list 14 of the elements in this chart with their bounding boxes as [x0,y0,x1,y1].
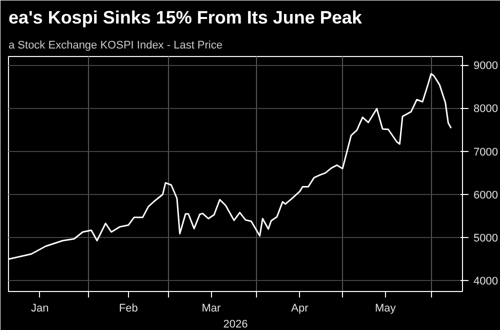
chart-title: ea's Kospi Sinks 15% From Its June Peak [8,8,363,28]
chart-subtitle: a Stock Exchange KOSPI Index - Last Price [8,40,222,52]
x-tick-label: Mar [202,302,222,314]
x-tick-label: May [375,302,396,314]
x-axis-title: 2026 [223,318,248,330]
y-tick-label: 6000 [474,189,498,202]
y-tick-label: 5000 [474,232,498,245]
x-tick-label: Apr [291,302,309,314]
y-tick-label: 8000 [474,103,498,116]
x-tick-label: Jan [31,302,49,314]
x-tick-label: Feb [118,302,138,314]
y-tick-label: 7000 [474,146,498,158]
y-tick-label: 4000 [474,276,498,288]
y-tick-label: 9000 [474,60,498,72]
